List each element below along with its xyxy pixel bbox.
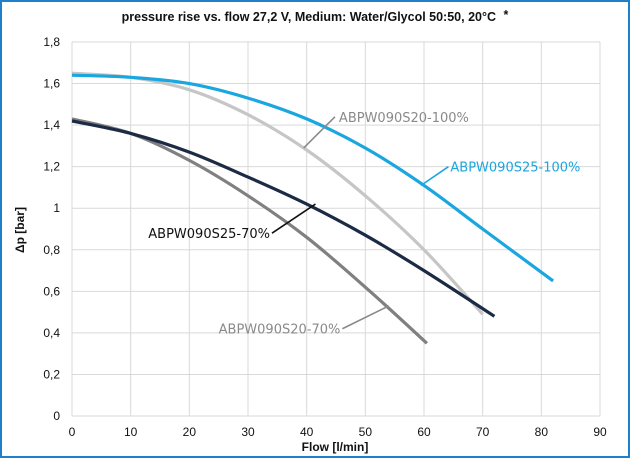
x-tick-label: 80 bbox=[535, 425, 549, 439]
annotation-leader-line bbox=[303, 116, 336, 149]
y-tick-label: 0,2 bbox=[43, 367, 60, 381]
series-annotation-label: ABPW090S20-100% bbox=[339, 111, 469, 126]
x-tick-label: 60 bbox=[417, 425, 431, 439]
x-tick-label: 30 bbox=[241, 425, 255, 439]
x-tick-label: 20 bbox=[183, 425, 197, 439]
y-tick-label: 0 bbox=[53, 409, 60, 423]
annotation-layer: ABPW090S20-100% ABPW090S25-100% ABPW090S25… bbox=[148, 111, 580, 338]
annotation-leader-line bbox=[271, 203, 316, 234]
y-axis-title: Δp [bar] bbox=[13, 207, 27, 253]
series-layer bbox=[71, 71, 555, 345]
annotation-leader-line bbox=[420, 166, 449, 187]
series-line bbox=[71, 71, 484, 316]
x-axis-title: Flow [l/min] bbox=[302, 440, 369, 454]
annotation-leader-line bbox=[342, 305, 390, 330]
y-tick-label: 1,8 bbox=[43, 35, 60, 49]
x-tick-label: 40 bbox=[300, 425, 314, 439]
x-tick-label: 90 bbox=[593, 425, 607, 439]
series-annotation-label: ABPW090S20-70% bbox=[219, 323, 341, 338]
series-line bbox=[71, 119, 496, 318]
x-tick-label: 10 bbox=[124, 425, 138, 439]
y-tick-label: 1,2 bbox=[43, 160, 60, 174]
y-tick-label: 0,8 bbox=[43, 243, 60, 257]
x-tick-label: 70 bbox=[476, 425, 490, 439]
series-annotation-label: ABPW090S25-100% bbox=[450, 161, 580, 176]
series-line bbox=[71, 73, 555, 283]
y-tick-label: 0,6 bbox=[43, 284, 60, 298]
axis-layer: 0 0,2 0,4 0,6 0,8 1 1,2 1,4 1,6 1,8 0 10 20 30 40 50 60 7… bbox=[43, 35, 607, 439]
y-tick-label: 1,6 bbox=[43, 77, 60, 91]
x-tick-label: 0 bbox=[69, 425, 76, 439]
chart-title: pressure rise vs. flow 27,2 V, Medium: W… bbox=[122, 8, 509, 24]
y-tick-label: 1,4 bbox=[43, 118, 60, 132]
y-tick-label: 0,4 bbox=[43, 326, 60, 340]
series-annotation-label: ABPW090S25-70% bbox=[148, 227, 270, 242]
y-tick-label: 1 bbox=[53, 201, 60, 215]
x-tick-label: 50 bbox=[359, 425, 373, 439]
